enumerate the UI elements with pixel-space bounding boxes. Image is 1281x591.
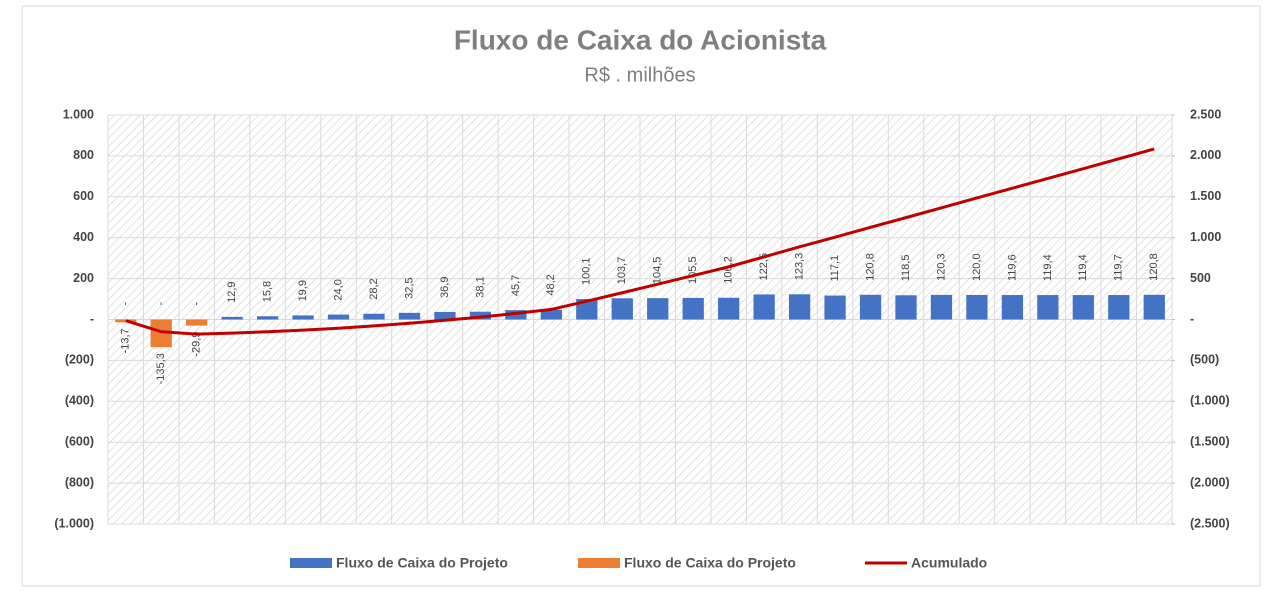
value-label: 122,5 — [758, 253, 770, 281]
value-label: 12,9 — [226, 281, 238, 302]
y-tick-label: 600 — [73, 189, 94, 203]
value-label: 120,8 — [1148, 253, 1160, 281]
y-tick-label: (600) — [65, 434, 94, 448]
value-label: 24,0 — [332, 279, 344, 300]
value-label: 120,8 — [864, 253, 876, 281]
bar — [186, 319, 208, 326]
bar — [966, 294, 988, 320]
bar — [682, 297, 704, 320]
bar — [647, 298, 669, 320]
legend-label: Acumulado — [911, 555, 987, 571]
y-tick-label: - — [90, 312, 94, 326]
bar — [150, 319, 172, 348]
value-label: 120,3 — [935, 253, 947, 281]
chart-subtitle: R$ . milhões — [584, 64, 695, 86]
y2-tick-label: 2.500 — [1190, 107, 1221, 121]
bar — [895, 295, 917, 320]
y2-tick-label: - — [1190, 312, 1194, 326]
y2-tick-label: 1.000 — [1190, 230, 1221, 244]
bar — [753, 294, 775, 320]
value-label: - — [155, 302, 167, 306]
value-label: -13,7 — [120, 328, 132, 353]
legend-swatch — [290, 558, 332, 568]
y-tick-label: (800) — [65, 475, 94, 489]
y-tick-label: 800 — [73, 148, 94, 162]
legend-label: Fluxo de Caixa do Projeto — [624, 555, 796, 571]
value-label: 45,7 — [510, 275, 522, 296]
line — [125, 147, 1155, 336]
bar — [824, 295, 846, 320]
bar — [256, 316, 279, 320]
value-label: 104,5 — [652, 257, 664, 285]
value-label: 28,2 — [368, 278, 380, 299]
bar — [1108, 295, 1130, 320]
bar — [611, 298, 633, 320]
value-label: 120,0 — [971, 253, 983, 281]
bar — [1072, 295, 1094, 320]
value-label: -135,3 — [155, 353, 167, 384]
bar — [434, 311, 456, 320]
y-tick-label: 200 — [73, 271, 94, 285]
value-label: 119,7 — [1113, 254, 1125, 281]
value-label: 117,1 — [829, 255, 841, 282]
value-label: 48,2 — [545, 274, 557, 295]
y2-tick-label: (2.000) — [1190, 475, 1230, 489]
value-label: 119,4 — [1077, 254, 1089, 281]
y2-tick-label: 2.000 — [1190, 148, 1221, 162]
bar — [292, 315, 314, 320]
value-label: 119,4 — [1042, 254, 1054, 281]
bar — [718, 297, 740, 320]
y2-tick-label: (1.500) — [1190, 434, 1230, 448]
bar — [540, 309, 562, 320]
bar — [930, 294, 953, 320]
bar — [1143, 294, 1165, 320]
y-tick-label: (400) — [65, 394, 94, 408]
value-label: 119,6 — [1006, 254, 1018, 281]
value-label: -29,9 — [191, 332, 203, 357]
value-label: 123,3 — [794, 253, 806, 281]
value-label: 106,2 — [723, 256, 735, 284]
value-label: 19,9 — [297, 280, 309, 301]
value-label: 38,1 — [474, 276, 486, 297]
bar — [327, 314, 350, 320]
y-tick-label: 400 — [73, 230, 94, 244]
bar — [221, 316, 243, 320]
chart-title: Fluxo de Caixa do Acionista — [454, 24, 827, 55]
value-label: 36,9 — [439, 277, 451, 298]
value-label: 100,1 — [581, 257, 593, 285]
bar — [363, 313, 385, 320]
value-label: - — [120, 302, 132, 306]
y2-tick-label: 500 — [1190, 271, 1211, 285]
y-tick-label: (200) — [65, 353, 94, 367]
value-label: 105,5 — [687, 256, 699, 284]
value-label: 15,8 — [262, 281, 274, 302]
bar — [1037, 295, 1059, 320]
legend-swatch — [578, 558, 620, 568]
value-label: 103,7 — [616, 257, 628, 285]
y2-tick-label: (500) — [1190, 353, 1219, 367]
bar — [576, 299, 598, 320]
bar — [398, 312, 421, 320]
bar — [859, 294, 882, 320]
bar — [1001, 295, 1024, 320]
value-label: 32,5 — [403, 277, 415, 298]
y-tick-label: (1.000) — [54, 516, 94, 530]
legend-label: Fluxo de Caixa do Projeto — [336, 555, 508, 571]
value-label: 118,5 — [900, 255, 912, 282]
y2-tick-label: 1.500 — [1190, 189, 1221, 203]
value-label: - — [191, 302, 203, 306]
y2-tick-label: (1.000) — [1190, 394, 1230, 408]
y-tick-label: 1.000 — [63, 107, 94, 121]
bar — [788, 294, 811, 320]
y2-tick-label: (2.500) — [1190, 516, 1230, 530]
